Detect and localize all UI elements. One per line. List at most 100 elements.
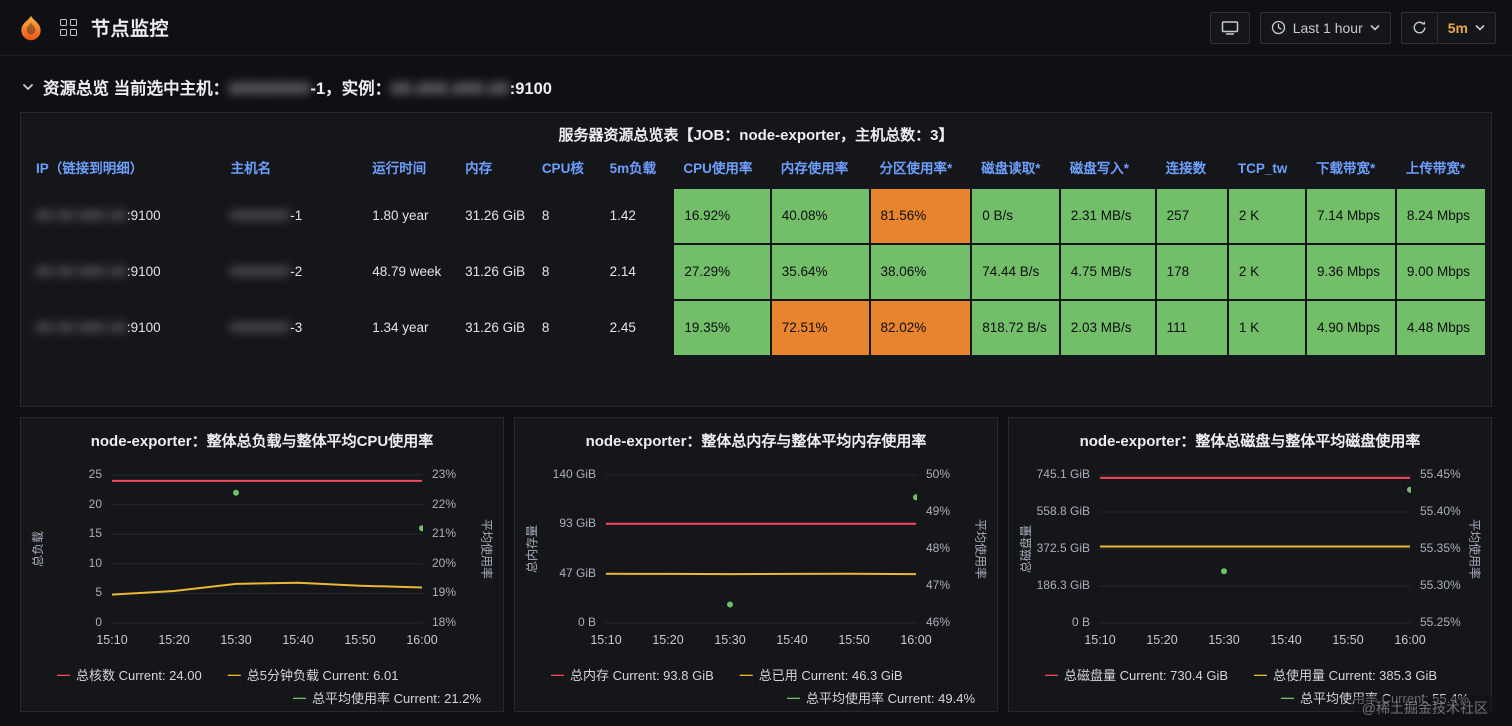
y-tick-label: 55.35%	[1420, 541, 1461, 555]
legend-color-dash: —	[1254, 667, 1267, 682]
chart-plot	[111, 469, 425, 629]
chart-title: node-exporter：整体总内存与整体平均内存使用率	[585, 433, 927, 450]
column-header[interactable]: 连接数	[1165, 161, 1207, 176]
legend-label: 总已用 Current: 46.3 GiB	[758, 668, 903, 683]
right-axis-ticks: 18% 19% 20% 21% 22% 23%	[423, 467, 479, 629]
x-tick-label: 15:30	[220, 633, 252, 647]
right-axis-ticks: 55.25% 55.30% 55.35% 55.40% 55.45%	[1411, 467, 1467, 629]
y-tick-label: 55.45%	[1420, 467, 1461, 481]
series-point	[1221, 568, 1227, 575]
ip-cell: ##.##.###.##:9100	[26, 188, 221, 244]
section-title: 资源总览 当前选中主机：########-1，实例：##.###.###.##:…	[43, 80, 552, 98]
table-row: ##.##.###.##:9100 #######-1 1.80 year 31.26…	[26, 188, 1486, 244]
chart-title: node-exporter：整体总磁盘与整体平均磁盘使用率	[1079, 433, 1421, 450]
legend-color-dash: —	[227, 667, 241, 682]
time-range-picker[interactable]: Last 1 hour	[1259, 11, 1391, 44]
status-cell: 2.31 MB/s	[1060, 188, 1156, 244]
y-tick-label: 21%	[432, 526, 457, 541]
column-header[interactable]: 5m负载	[609, 161, 657, 176]
y-tick-label: 19%	[432, 585, 457, 600]
status-cell: 74.44 B/s	[971, 244, 1059, 300]
dashboards-grid-icon[interactable]	[60, 19, 77, 36]
server-overview-panel: 服务器资源总览表【JOB：node-exporter，主机总数：3】 IP（链接…	[20, 112, 1492, 407]
grafana-logo-icon[interactable]	[16, 13, 46, 43]
memory-cell: 31.26 GiB	[465, 207, 526, 223]
refresh-interval-dropdown[interactable]: 5m	[1437, 11, 1496, 44]
legend-label: 总磁盘量 Current: 730.4 GiB	[1064, 668, 1228, 683]
ip-suffix: :9100	[126, 207, 161, 223]
left-axis-ticks: 0 B 186.3 GiB 372.5 GiB 558.8 GiB 745.1 GiB	[1033, 467, 1099, 629]
status-value: 178	[1156, 244, 1227, 299]
monitor-icon	[1221, 20, 1238, 35]
uptime-cell: 1.34 year	[372, 319, 429, 335]
redacted-instance-ip: ##.###.###.##	[391, 80, 510, 98]
left-axis-ticks: 0 B 47 GiB 93 GiB 140 GiB	[539, 467, 605, 629]
y-tick-label: 55.40%	[1420, 504, 1461, 518]
tv-mode-button[interactable]	[1209, 11, 1250, 44]
legend-item[interactable]: — 总平均使用率 Current: 21.2%	[293, 688, 481, 707]
column-header[interactable]: 内存使用率	[780, 161, 849, 176]
y-tick-label: 18%	[432, 615, 457, 629]
y-tick-label: 25	[88, 467, 102, 481]
status-cell: 818.72 B/s	[971, 300, 1059, 356]
ip-cell: ##.##.###.##:9100	[26, 244, 221, 300]
status-value: 2 K	[1228, 244, 1305, 299]
column-header[interactable]: 主机名	[230, 161, 272, 176]
legend-label: 总核数 Current: 24.00	[76, 668, 202, 683]
x-tick-label: 15:20	[1146, 633, 1178, 647]
column-header[interactable]: 上传带宽*	[1405, 161, 1466, 176]
x-tick-label: 15:10	[1084, 633, 1116, 647]
y-tick-label: 22%	[432, 496, 457, 511]
ip-suffix: :9100	[126, 263, 161, 279]
column-header[interactable]: TCP_tw	[1237, 161, 1288, 176]
table-panel-title: 服务器资源总览表【JOB：node-exporter，主机总数：3】	[558, 127, 954, 144]
column-header[interactable]: CPU核	[541, 161, 584, 176]
y-tick-label: 46%	[926, 615, 951, 629]
column-header[interactable]: 磁盘写入*	[1069, 161, 1129, 176]
y-tick-label: 5	[95, 585, 102, 600]
cpu-cores-cell: 8	[541, 207, 550, 223]
uptime-cell: 1.80 year	[372, 207, 429, 223]
status-cell: 72.51%	[771, 300, 870, 356]
x-axis-ticks: 15:10 15:20 15:30 15:40 15:50 16:00	[1017, 633, 1483, 657]
column-header[interactable]: IP（链接到明细）	[36, 161, 144, 176]
legend-item[interactable]: — 总内存 Current: 93.8 GiB	[551, 665, 714, 684]
legend-item[interactable]: — 总核数 Current: 24.00	[57, 665, 202, 684]
x-tick-label: 15:50	[344, 633, 376, 647]
watermark: @稀土掘金技术社区	[1353, 696, 1496, 720]
section-header-resource-overview[interactable]: 资源总览 当前选中主机：########-1，实例：##.###.###.##:…	[0, 56, 1512, 112]
time-range-label: Last 1 hour	[1292, 19, 1363, 36]
refresh-button[interactable]	[1400, 11, 1438, 44]
column-header[interactable]: 磁盘读取*	[981, 161, 1041, 176]
y-tick-label: 372.5 GiB	[1036, 541, 1090, 555]
overview-table: IP（链接到明细） 主机名 运行时间 内存 CPU核 5m负载 CPU使用率 内存使用率 分区使…	[26, 154, 1486, 356]
y-tick-label: 0 B	[577, 615, 596, 629]
hostname-suffix: -1	[290, 207, 303, 223]
legend-item[interactable]: — 总5分钟负载 Current: 6.01	[228, 665, 399, 684]
legend-item[interactable]: — 总使用量 Current: 385.3 GiB	[1254, 665, 1437, 684]
chart-svg	[111, 474, 425, 624]
chart-legend: — 总内存 Current: 93.8 GiB — 总已用 Current: 46.3…	[523, 663, 989, 709]
ip-link[interactable]: ##.##.###.##:9100	[36, 320, 161, 335]
y-tick-label: 745.1 GiB	[1036, 467, 1090, 481]
legend-item[interactable]: — 总平均使用率 Current: 49.4%	[787, 688, 975, 707]
status-value: 1 K	[1228, 300, 1305, 355]
column-header[interactable]: 分区使用率*	[879, 161, 953, 176]
legend-item[interactable]: — 总磁盘量 Current: 730.4 GiB	[1045, 665, 1228, 684]
status-value: 38.06%	[870, 244, 971, 299]
left-axis-label: 总磁盘量	[1018, 524, 1033, 573]
column-header[interactable]: 运行时间	[372, 161, 427, 176]
column-header[interactable]: 内存	[465, 161, 493, 176]
chart-svg	[1099, 474, 1413, 624]
collapse-chevron-icon	[22, 83, 34, 91]
ip-link[interactable]: ##.##.###.##:9100	[36, 264, 161, 279]
x-tick-label: 16:00	[406, 633, 438, 647]
legend-color-dash: —	[292, 690, 306, 705]
ip-link[interactable]: ##.##.###.##:9100	[36, 208, 161, 223]
status-value: 72.51%	[771, 300, 869, 355]
legend-item[interactable]: — 总已用 Current: 46.3 GiB	[740, 665, 903, 684]
redacted-hostname: #######	[230, 319, 291, 335]
column-header[interactable]: CPU使用率	[683, 161, 753, 176]
column-header[interactable]: 下载带宽*	[1315, 161, 1376, 176]
right-axis-label: 平均使用率	[1467, 518, 1482, 579]
